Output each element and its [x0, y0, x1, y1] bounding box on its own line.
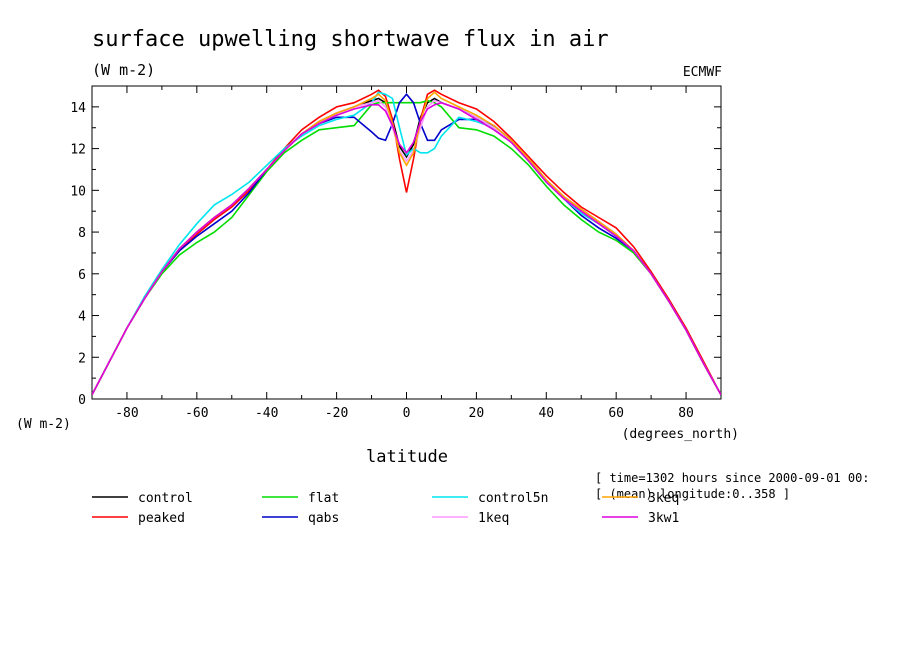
x-tick-label: 40 — [538, 406, 554, 421]
chart-source: ECMWF — [683, 65, 722, 80]
y-tick-label: 2 — [78, 351, 86, 366]
x-axis-label: latitude — [366, 447, 448, 467]
legend-label-qabs: qabs — [308, 511, 339, 526]
x-tick-label: 60 — [608, 406, 624, 421]
x-axis-units: (degrees_north) — [622, 427, 739, 442]
legend: control flat control5n 3keq peaked qabs 1keq 3k… — [92, 491, 679, 526]
series-line-peaked — [92, 89, 721, 396]
legend-label-3keq: 3keq — [648, 491, 679, 506]
legend-label-peaked: peaked — [138, 511, 185, 526]
chart-units: (W m-2) — [92, 61, 155, 79]
series-line-qabs — [92, 93, 721, 396]
chart-title: surface upwelling shortwave flux in air — [92, 27, 609, 52]
x-tick-label: 0 — [403, 406, 411, 421]
legend-label-control5n: control5n — [478, 491, 548, 506]
y-tick-label: 8 — [78, 226, 86, 241]
y-tick-label: 14 — [70, 101, 86, 116]
y-tick-label: 12 — [70, 143, 86, 158]
y-tick-label: 10 — [70, 184, 86, 199]
annotation-longitude: [ (mean) longitude:0..358 ] — [595, 487, 790, 501]
legend-label-3kw1: 3kw1 — [648, 511, 679, 526]
y-tick-label: 0 — [78, 393, 86, 408]
annotation-time: [ time=1302 hours since 2000-09-01 00: — [595, 471, 870, 485]
x-tick-label: 80 — [678, 406, 694, 421]
x-tick-label: -60 — [185, 406, 208, 421]
plot-area: -80 -60 -40 -20 0 20 40 60 80 0 2 4 6 8 10 12 14 — [70, 85, 722, 421]
y-tick-label: 4 — [78, 310, 86, 325]
x-tick-label: -80 — [115, 406, 138, 421]
series-line-flat — [92, 99, 721, 396]
x-tick-label: -40 — [255, 406, 278, 421]
legend-label-control: control — [138, 491, 193, 506]
legend-label-flat: flat — [308, 491, 339, 506]
x-tick-label: -20 — [325, 406, 348, 421]
series-line-3kw1 — [92, 101, 721, 396]
y-tick-label: 6 — [78, 268, 86, 283]
x-tick-label: 20 — [469, 406, 485, 421]
y-axis-label: (W m-2) — [16, 417, 71, 432]
legend-label-1keq: 1keq — [478, 511, 509, 526]
